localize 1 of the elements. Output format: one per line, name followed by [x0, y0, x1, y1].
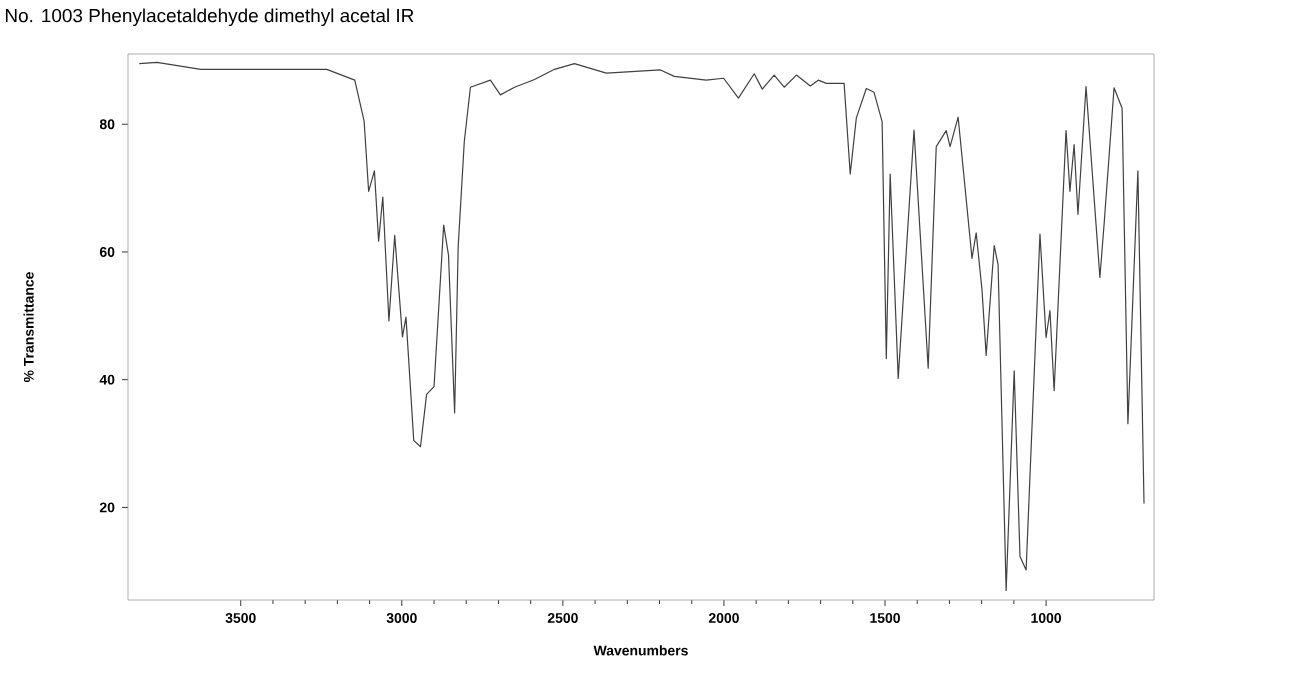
chart-title: No. 1003 Phenylacetaldehyde dimethyl acetal IR: [5, 8, 414, 27]
